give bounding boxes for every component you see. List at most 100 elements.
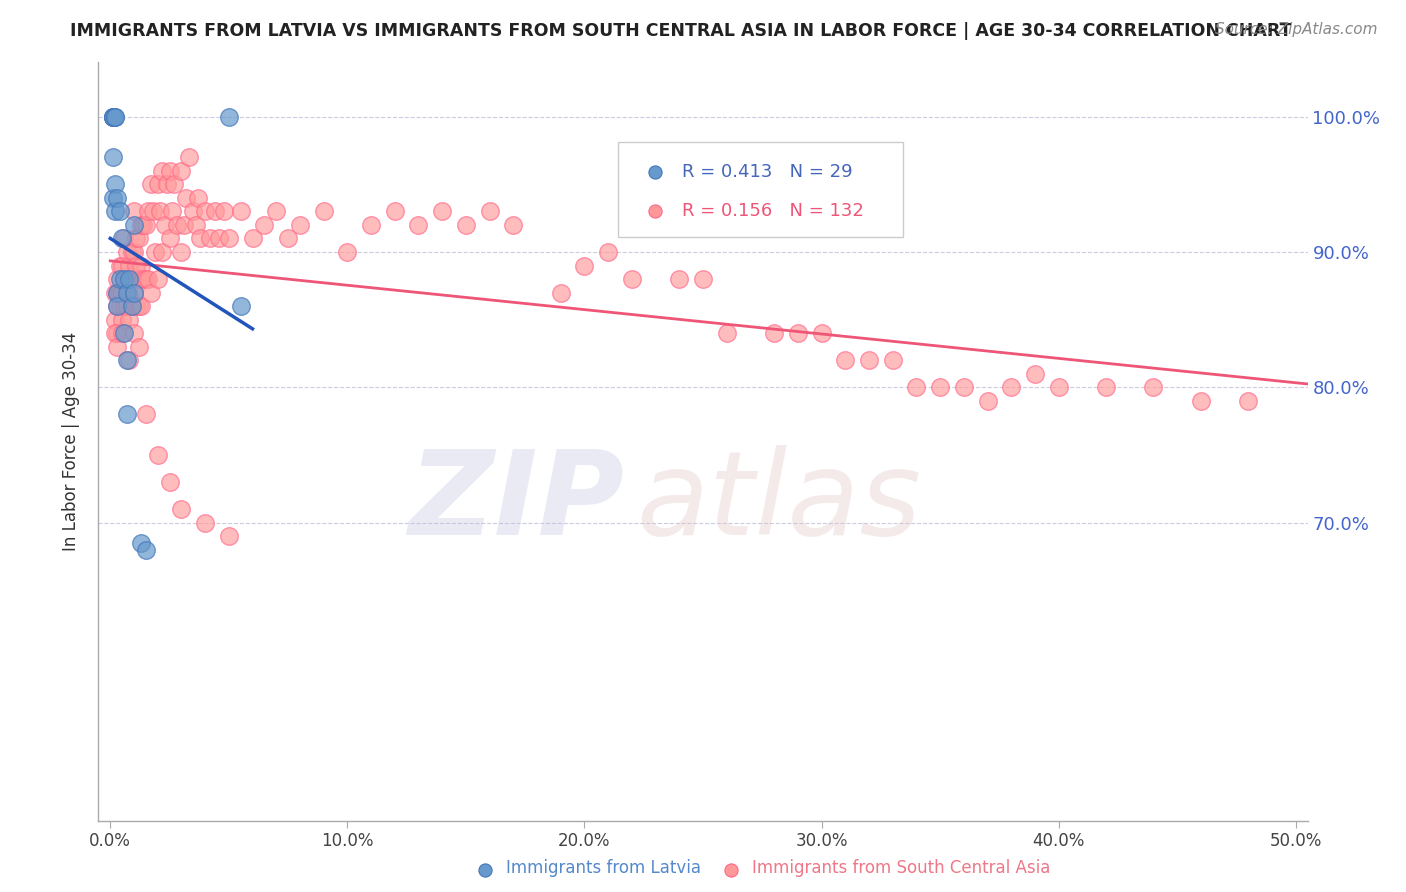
Point	[253, 218, 276, 232]
Point	[104, 110, 127, 124]
Point	[170, 163, 193, 178]
Point	[163, 178, 186, 192]
Point	[692, 272, 714, 286]
Point	[118, 285, 141, 300]
Point	[574, 259, 596, 273]
Point	[122, 285, 145, 300]
Point	[105, 340, 128, 354]
Point	[139, 285, 162, 300]
Point	[160, 204, 183, 219]
Point	[184, 218, 207, 232]
Point	[115, 353, 138, 368]
Point	[277, 231, 299, 245]
Point	[229, 299, 252, 313]
Point	[111, 231, 134, 245]
Point	[288, 218, 311, 232]
Point	[159, 163, 181, 178]
Point	[125, 259, 148, 273]
Point	[111, 259, 134, 273]
Point	[159, 231, 181, 245]
Point	[166, 218, 188, 232]
Point	[121, 299, 143, 313]
Point	[132, 218, 155, 232]
Point	[218, 110, 240, 124]
Point	[242, 231, 264, 245]
Point	[142, 204, 165, 219]
Point	[152, 163, 174, 178]
Point	[121, 244, 143, 259]
Point	[218, 231, 240, 245]
Point	[384, 204, 406, 219]
Point	[129, 536, 152, 550]
Point	[105, 191, 128, 205]
Point	[136, 204, 159, 219]
Point	[108, 285, 131, 300]
Point	[976, 393, 998, 408]
Point	[122, 326, 145, 341]
Point	[153, 218, 176, 232]
Point	[312, 204, 335, 219]
Point	[1189, 393, 1212, 408]
Point	[149, 204, 172, 219]
Point	[177, 150, 200, 164]
Point	[159, 475, 181, 490]
Point	[620, 272, 643, 286]
Point	[115, 299, 138, 313]
Point	[763, 326, 786, 341]
Point	[122, 218, 145, 232]
Point	[360, 218, 382, 232]
Point	[212, 204, 235, 219]
Point	[1189, 376, 1212, 390]
Point	[104, 312, 127, 326]
Point	[218, 529, 240, 543]
Point	[115, 244, 138, 259]
Point	[170, 244, 193, 259]
Point	[834, 353, 856, 368]
Text: R = 0.413   N = 29: R = 0.413 N = 29	[682, 163, 853, 181]
Text: Immigrants from Latvia: Immigrants from Latvia	[506, 859, 702, 877]
Point	[114, 272, 136, 286]
Point	[336, 244, 359, 259]
Text: IMMIGRANTS FROM LATVIA VS IMMIGRANTS FROM SOUTH CENTRAL ASIA IN LABOR FORCE | AG: IMMIGRANTS FROM LATVIA VS IMMIGRANTS FRO…	[70, 22, 1292, 40]
Point	[135, 218, 157, 232]
Point	[1000, 380, 1022, 394]
Point	[105, 326, 128, 341]
Point	[118, 259, 141, 273]
Point	[111, 312, 134, 326]
Point	[146, 178, 169, 192]
Point	[502, 218, 524, 232]
Point	[716, 326, 738, 341]
Point	[143, 244, 166, 259]
Point	[101, 110, 124, 124]
Point	[115, 272, 138, 286]
Point	[152, 244, 174, 259]
Point	[1237, 393, 1260, 408]
Point	[478, 204, 501, 219]
Point	[129, 299, 152, 313]
Point	[146, 272, 169, 286]
Point	[952, 380, 974, 394]
Point	[170, 502, 193, 516]
Point	[135, 272, 157, 286]
Point	[194, 516, 217, 530]
Point	[108, 259, 131, 273]
Point	[118, 272, 141, 286]
Point	[905, 380, 928, 394]
Point	[204, 204, 226, 219]
Point	[174, 191, 197, 205]
Point	[135, 542, 157, 557]
Point	[1142, 380, 1164, 394]
Point	[229, 204, 252, 219]
Point	[810, 326, 832, 341]
Point	[146, 448, 169, 462]
Point	[858, 353, 880, 368]
Point	[108, 204, 131, 219]
Point	[105, 272, 128, 286]
Point	[101, 191, 124, 205]
Point	[101, 150, 124, 164]
Text: Immigrants from South Central Asia: Immigrants from South Central Asia	[752, 859, 1050, 877]
Point	[187, 191, 209, 205]
Point	[108, 272, 131, 286]
Y-axis label: In Labor Force | Age 30-34: In Labor Force | Age 30-34	[62, 332, 80, 551]
Point	[104, 326, 127, 341]
